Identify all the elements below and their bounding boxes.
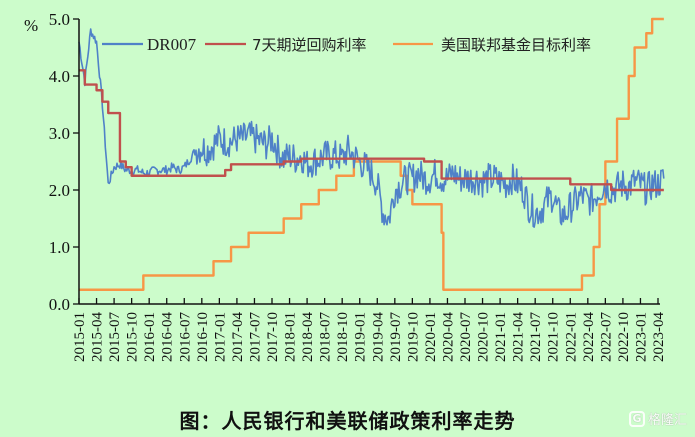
svg-text:2023-04: 2023-04 — [651, 312, 667, 362]
svg-text:2019-04: 2019-04 — [370, 312, 386, 362]
svg-text:4.0: 4.0 — [49, 67, 70, 86]
svg-text:2020-01: 2020-01 — [423, 312, 439, 362]
svg-text:2019-07: 2019-07 — [388, 312, 404, 362]
svg-text:2022-07: 2022-07 — [598, 312, 614, 362]
svg-text:2023-01: 2023-01 — [633, 312, 649, 362]
axes: 0.0 1.0 2.0 3.0 4.0 5.0% 2015-01 2015-04 2015-07… — [24, 10, 667, 362]
watermark-logo: G 格隆汇 — [628, 409, 687, 428]
svg-text:DR007: DR007 — [147, 35, 197, 54]
svg-text:1.0: 1.0 — [49, 238, 70, 257]
svg-text:2016-01: 2016-01 — [142, 312, 158, 362]
svg-text:2019-10: 2019-10 — [405, 312, 421, 362]
svg-text:3.0: 3.0 — [49, 124, 70, 143]
svg-text:2015-10: 2015-10 — [125, 312, 141, 362]
svg-text:2018-10: 2018-10 — [335, 312, 351, 362]
svg-text:2022-04: 2022-04 — [581, 312, 597, 362]
svg-text:0.0: 0.0 — [49, 295, 70, 314]
svg-text:2.0: 2.0 — [49, 181, 70, 200]
svg-text:2020-10: 2020-10 — [476, 312, 492, 362]
svg-text:2018-07: 2018-07 — [318, 312, 334, 362]
brand-text: 格隆汇 — [647, 413, 687, 428]
svg-text:2016-04: 2016-04 — [160, 312, 176, 362]
svg-text:2021-01: 2021-01 — [493, 312, 509, 362]
svg-text:2021-04: 2021-04 — [511, 312, 527, 362]
svg-text:2021-07: 2021-07 — [528, 312, 544, 362]
svg-text:5.0: 5.0 — [49, 10, 70, 29]
svg-text:2018-01: 2018-01 — [283, 312, 299, 362]
svg-text:2016-10: 2016-10 — [195, 312, 211, 362]
brand-g-icon: G — [628, 410, 645, 427]
legend: DR007 7天期逆回购利率 美国联邦基金目标利率 — [102, 35, 591, 54]
svg-text:2017-10: 2017-10 — [265, 312, 281, 362]
svg-text:2019-01: 2019-01 — [353, 312, 369, 362]
svg-text:2017-01: 2017-01 — [212, 312, 228, 362]
series-line-0 — [78, 28, 665, 228]
line-chart: 0.0 1.0 2.0 3.0 4.0 5.0% 2015-01 2015-04 2015-07… — [24, 10, 667, 362]
svg-text:2017-04: 2017-04 — [230, 312, 246, 362]
svg-text:%: % — [24, 16, 38, 35]
svg-text:2018-04: 2018-04 — [300, 312, 316, 362]
svg-text:美国联邦基金目标利率: 美国联邦基金目标利率 — [441, 36, 591, 54]
svg-text:2022-10: 2022-10 — [616, 312, 632, 362]
svg-text:2020-04: 2020-04 — [440, 312, 456, 362]
svg-text:2015-07: 2015-07 — [107, 312, 123, 362]
figure-caption: 图：人民银行和美联储政策利率走势 — [179, 409, 516, 433]
svg-text:2020-07: 2020-07 — [458, 312, 474, 362]
svg-text:2015-04: 2015-04 — [90, 312, 106, 362]
svg-text:2016-07: 2016-07 — [177, 312, 193, 362]
svg-text:7天期逆回购利率: 7天期逆回购利率 — [252, 36, 367, 54]
series-line-1 — [79, 69, 664, 192]
svg-text:2015-01: 2015-01 — [72, 312, 88, 362]
svg-text:2021-10: 2021-10 — [546, 312, 562, 362]
svg-text:2022-01: 2022-01 — [563, 312, 579, 362]
svg-text:2017-07: 2017-07 — [247, 312, 263, 362]
plot-lines — [78, 17, 665, 291]
series-line-2 — [79, 17, 664, 291]
